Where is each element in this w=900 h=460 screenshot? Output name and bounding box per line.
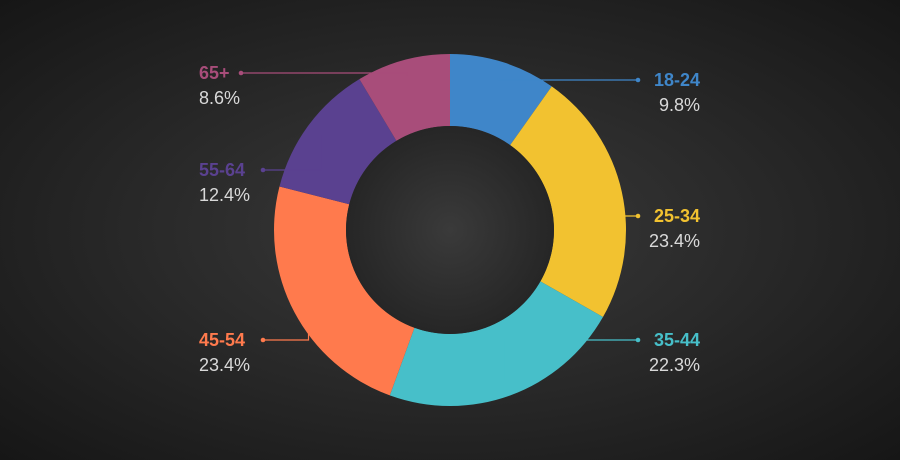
category-label: 25-34 bbox=[654, 206, 700, 226]
leader-lines bbox=[238, 70, 641, 381]
leader-dot bbox=[260, 167, 266, 173]
percentage-label: 12.4% bbox=[199, 185, 250, 205]
slice-65plus bbox=[359, 54, 450, 141]
leader-line-45-54 bbox=[263, 304, 310, 341]
leader-line-25-34 bbox=[605, 195, 638, 217]
percentage-label: 9.8% bbox=[659, 95, 700, 115]
slice-55-64 bbox=[279, 79, 397, 205]
category-label: 65+ bbox=[199, 63, 230, 83]
percentage-label: 22.3% bbox=[649, 355, 700, 375]
category-label: 35-44 bbox=[654, 330, 700, 350]
leader-dot bbox=[260, 337, 266, 343]
slice-labels: 18-24 9.8% 25-34 23.4% 35-44 22.3% 45-54 23.4% 5… bbox=[199, 63, 700, 375]
percentage-label: 23.4% bbox=[649, 231, 700, 251]
slice-45-54 bbox=[274, 186, 415, 396]
category-label: 18-24 bbox=[654, 70, 700, 90]
leader-dot bbox=[635, 77, 641, 83]
category-label: 55-64 bbox=[199, 160, 245, 180]
donut-hole bbox=[346, 126, 554, 334]
category-label: 45-54 bbox=[199, 330, 245, 350]
leader-dot bbox=[635, 213, 641, 219]
percentage-label: 23.4% bbox=[199, 355, 250, 375]
percentage-label: 8.6% bbox=[199, 88, 240, 108]
donut-slices bbox=[274, 54, 627, 406]
leader-dot bbox=[238, 70, 244, 76]
slice-18-24 bbox=[450, 54, 552, 146]
slice-25-34 bbox=[510, 86, 627, 318]
leader-dot bbox=[635, 337, 641, 343]
leader-line-35-44 bbox=[504, 339, 638, 381]
leader-line-65plus bbox=[241, 72, 408, 76]
leader-line-55-64 bbox=[263, 134, 323, 171]
leader-line-18-24 bbox=[497, 77, 638, 81]
slice-35-44 bbox=[389, 281, 603, 406]
